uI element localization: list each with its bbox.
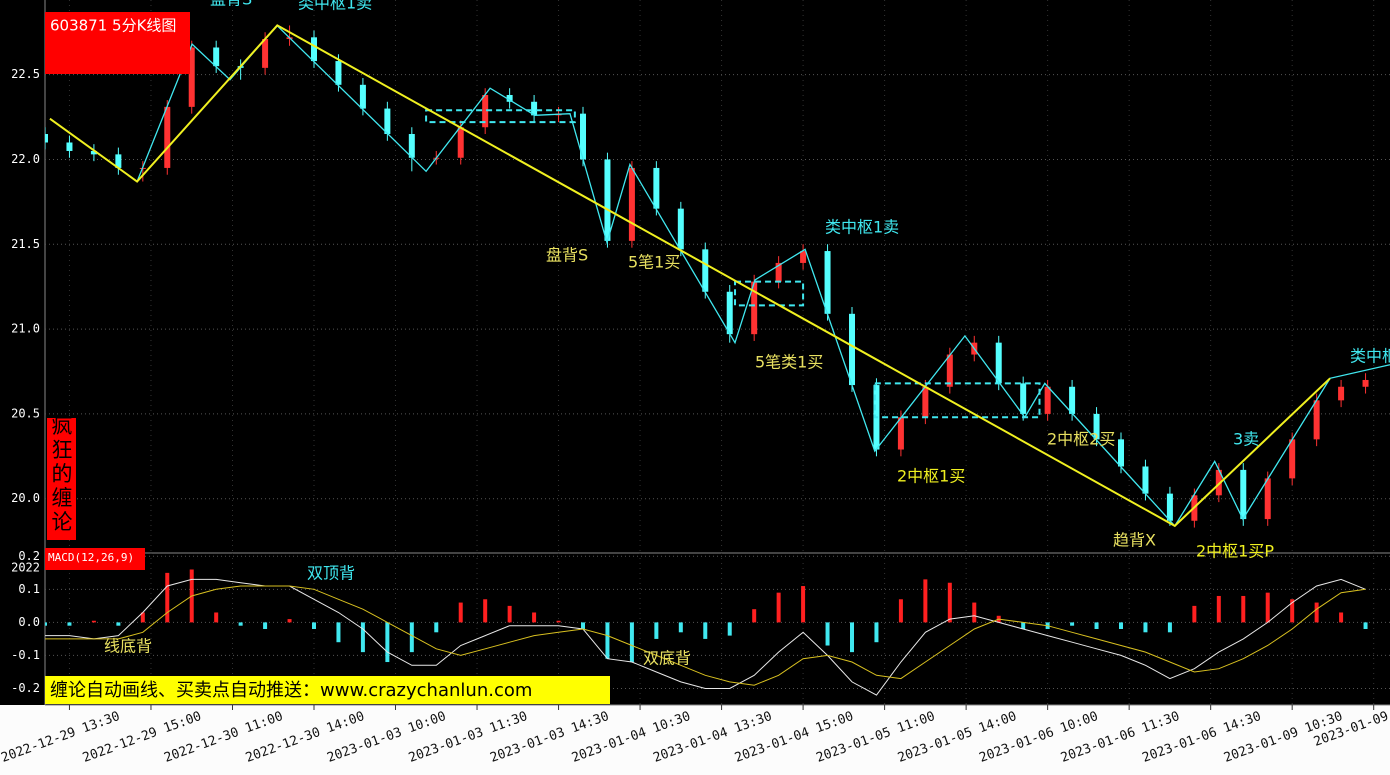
candle-body — [1362, 379, 1369, 387]
annotation: 5笔类1买 — [755, 353, 823, 372]
annotation: 双顶背 — [307, 564, 355, 583]
annotation: 2中枢1买 — [897, 467, 965, 486]
annotation: 2中枢2买 — [1047, 430, 1115, 449]
annotation: 3卖 — [1233, 430, 1259, 449]
candle-body — [1166, 493, 1173, 521]
y-tick-label: 22.0 — [11, 152, 40, 166]
annotation: 类中枢1卖 — [825, 218, 899, 237]
candle-body — [1044, 386, 1051, 414]
candle-body — [262, 39, 269, 68]
candle-body — [677, 208, 684, 250]
candle-body — [1240, 469, 1247, 520]
candle-body — [311, 37, 317, 62]
y-tick-label: 0.2 — [18, 549, 40, 563]
candle-body — [1313, 400, 1320, 440]
annotation: 类中枢1卖 — [298, 0, 372, 13]
candle-body — [1020, 383, 1027, 414]
macd-title: MACD(12,26,9) — [48, 551, 134, 564]
y-tick-label: 0.0 — [18, 615, 40, 629]
candle-body — [628, 167, 635, 241]
annotation: 2中枢1买P — [1196, 542, 1274, 561]
y-tick-label: 20.0 — [11, 491, 40, 505]
candle-body — [1264, 478, 1271, 520]
candle-body — [90, 150, 97, 155]
price-panel — [45, 0, 1390, 553]
candle-body — [849, 313, 855, 386]
title-box — [45, 12, 190, 74]
y-tick-label: 21.0 — [11, 322, 40, 336]
axis-background — [0, 705, 1390, 775]
candle-body — [359, 84, 366, 109]
macd-title-box — [45, 548, 145, 570]
macd-panel — [45, 553, 1390, 705]
candle-body — [384, 108, 391, 135]
stroke-line — [49, 24, 1331, 528]
annotation: 类中枢1卖 — [1350, 347, 1390, 366]
candle-body — [1093, 413, 1100, 440]
pivot-box — [873, 382, 1041, 419]
candle-body — [653, 167, 660, 209]
candle-body — [408, 134, 415, 158]
macd-line — [45, 585, 1366, 686]
y-tick-label: -0.1 — [11, 648, 40, 662]
candle-body — [800, 251, 807, 263]
y-tick-label: 22.5 — [11, 67, 40, 81]
candle-body — [580, 113, 586, 160]
candle-body — [1118, 439, 1124, 467]
pivot-box — [425, 109, 576, 124]
candle-body — [1215, 469, 1222, 496]
candle-body — [726, 291, 733, 335]
candle-body — [702, 249, 709, 292]
side-label-box — [47, 418, 76, 540]
candle-body — [751, 281, 758, 335]
candle-body — [164, 106, 171, 168]
annotation: 趋背X — [1113, 531, 1156, 550]
candle-body — [946, 354, 953, 387]
candle-body — [531, 101, 538, 116]
candle-body — [995, 342, 1002, 384]
corner-label: 2022 — [11, 561, 40, 575]
candle-body — [604, 159, 611, 241]
candle-body — [66, 142, 73, 151]
banner: 缠论自动画线、买卖点自动推送：www.crazychanlun.com — [50, 680, 532, 701]
annotation: 盘背S — [210, 0, 252, 9]
pivot-box — [734, 280, 805, 307]
candle-body — [1338, 386, 1345, 401]
banner-box — [45, 676, 610, 704]
candle-body — [775, 262, 782, 282]
y-tick-label: 0.1 — [18, 582, 40, 596]
candle-body — [482, 94, 489, 128]
candle-body — [1289, 439, 1296, 479]
candle-body — [824, 251, 831, 314]
annotation: 线底背 — [104, 637, 152, 656]
candle-body — [506, 94, 513, 102]
annotation: 双底背 — [643, 649, 691, 668]
candle-body — [457, 127, 464, 158]
side-label: 疯狂的缠论 — [52, 414, 73, 534]
y-tick-label: 20.5 — [11, 406, 40, 420]
annotation: 5笔1买 — [628, 253, 680, 272]
candle-body — [922, 386, 929, 418]
candle-body — [213, 47, 220, 67]
stroke-line — [136, 24, 1390, 527]
candle-body — [335, 61, 342, 85]
y-tick-label: -0.2 — [11, 681, 40, 695]
candle-body — [188, 47, 195, 107]
chart-title: 603871 5分K线图 — [50, 17, 176, 35]
candle-body — [897, 417, 904, 450]
chart-background — [0, 0, 1390, 705]
y-tick-label: 21.5 — [11, 237, 40, 251]
annotation: 盘背S — [546, 246, 588, 265]
candle-body — [115, 154, 122, 168]
candle-body — [1142, 466, 1149, 494]
candle-body — [1069, 386, 1076, 414]
candle-body — [45, 134, 48, 143]
